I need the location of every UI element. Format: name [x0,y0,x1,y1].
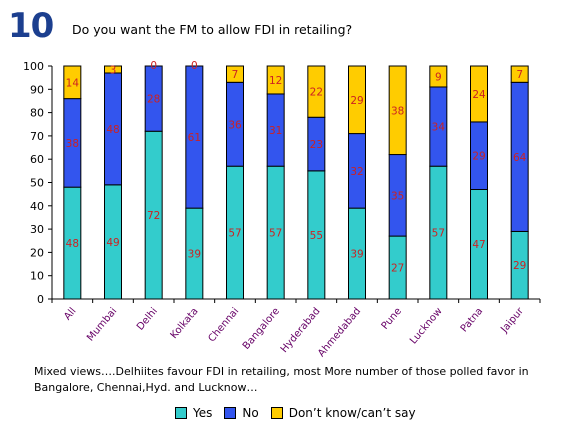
bar-segment [185,65,204,209]
bar-segment [470,65,488,123]
data-label: 7 [232,69,239,81]
data-label: 9 [435,71,442,83]
data-label: 48 [106,124,119,136]
legend-item-yes: Yes [175,406,212,420]
data-label: 29 [513,260,526,272]
bar-segment [348,65,366,135]
stacked-bar-chart: 0102030405060708090100483814All49483Mumb… [23,60,541,359]
category-label: Mumbai [85,306,119,344]
data-label: 39 [350,249,363,261]
data-label: 12 [269,75,282,87]
data-label: 57 [432,228,445,240]
bar-segment [307,65,326,118]
data-label: 3 [110,64,117,76]
data-label: 0 [191,60,198,72]
category-label: Ahmedabad [316,306,363,359]
bar-segment [388,65,407,156]
data-label: 29 [350,95,363,107]
legend-swatch-no [224,407,237,419]
data-label: 23 [310,139,323,151]
data-label: 7 [516,69,523,81]
data-label: 36 [228,119,242,131]
y-tick-label: 20 [30,246,44,259]
data-label: 57 [228,228,241,240]
y-tick-label: 80 [30,107,44,120]
y-tick-label: 100 [23,60,44,73]
category-label: Kolkata [169,306,201,341]
data-label: 28 [147,94,160,106]
data-label: 49 [106,237,119,249]
data-label: 32 [350,166,363,178]
legend-label-yes: Yes [193,406,213,420]
data-label: 61 [188,132,201,144]
y-tick-label: 0 [37,293,44,306]
data-label: 35 [391,190,404,202]
data-label: 38 [391,105,404,117]
bar-segment [104,65,122,74]
data-label: 31 [269,125,282,137]
data-label: 22 [310,87,323,99]
y-tick-label: 40 [30,200,44,213]
legend-swatch-yes [175,407,187,419]
bar-segment [226,65,244,83]
bar-segment [144,65,163,132]
data-label: 64 [513,152,527,164]
data-label: 34 [432,122,446,134]
legend-label-no: No [242,406,259,420]
data-label: 29 [472,151,485,163]
bar-segment [63,65,82,100]
data-label: 38 [66,138,79,150]
y-tick-label: 90 [30,83,44,96]
category-label: Delhi [135,306,160,333]
category-label: Chennai [206,306,241,345]
chart-legend: Yes No Don’t know/can’t say [175,406,428,420]
legend-item-no: No [224,406,259,420]
data-label: 14 [66,77,80,89]
question-number: 10 [8,6,54,46]
y-tick-label: 70 [30,130,44,143]
category-label: Bangalore [241,306,282,352]
data-label: 47 [472,239,485,251]
category-label: All [62,306,78,323]
chart-caption: Mixed views….Delhiites favour FDI in ret… [34,365,529,394]
data-label: 72 [147,210,160,222]
y-tick-label: 30 [30,223,44,236]
y-tick-label: 10 [30,270,44,283]
data-label: 27 [391,263,404,275]
category-label: Pune [380,306,404,332]
question-title: Do you want the FM to allow FDI in retai… [72,22,353,37]
category-label: Patna [459,306,485,335]
legend-item-dont-know: Don’t know/can’t say [270,406,416,420]
legend-swatch-dont-know [270,407,283,419]
data-label: 39 [188,249,201,261]
y-tick-label: 60 [30,153,44,166]
category-label: Hyderabad [279,306,323,355]
category-label: Jaipur [498,305,526,335]
data-label: 0 [150,60,157,72]
bar-segment [510,65,529,83]
y-tick-label: 50 [30,177,44,190]
bar-segment [266,65,285,95]
data-label: 48 [66,238,79,250]
data-label: 55 [310,230,323,242]
bar-segment [429,65,448,88]
data-label: 24 [472,89,486,101]
category-label: Lucknow [408,306,444,347]
legend-label-dont-know: Don’t know/can’t say [288,406,416,420]
data-label: 57 [269,228,282,240]
